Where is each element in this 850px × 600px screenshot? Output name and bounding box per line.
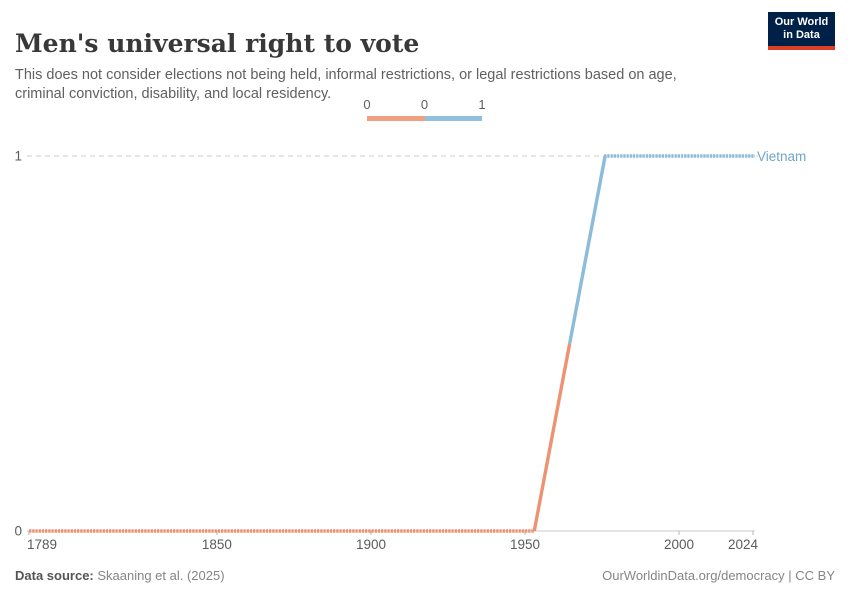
y-tick-label: 0 — [14, 524, 22, 539]
owid-logo-line1: Our World — [774, 16, 829, 28]
series-label-vietnam[interactable]: Vietnam — [757, 149, 807, 164]
y-tick-label: 1 — [14, 149, 22, 164]
legend-swatch-zero — [367, 116, 425, 121]
color-legend: 0 0 1 — [363, 97, 486, 123]
x-tick-label: 2000 — [664, 537, 694, 552]
license-link[interactable]: OurWorldinData.org/democracy | CC BY — [602, 568, 835, 583]
legend-tick-label: 0 — [363, 97, 371, 112]
chart-subtitle: This does not consider elections not bei… — [15, 66, 677, 102]
page-title: Men's universal right to vote — [15, 28, 420, 58]
x-tick-label: 1950 — [510, 537, 540, 552]
owid-logo: Our World in Data — [768, 12, 835, 50]
color-legend-labels: 0 0 1 — [363, 97, 486, 112]
data-source-label: Data source: — [15, 568, 94, 583]
x-tick-label: 2024 — [728, 537, 759, 552]
legend-tick-label: 0 — [420, 97, 429, 112]
legend-tick-label: 1 — [478, 97, 486, 112]
color-legend-bars — [367, 116, 482, 121]
series-line-segment[interactable] — [532, 343, 572, 532]
owid-logo-line2: in Data — [783, 29, 820, 41]
legend-swatch-one — [424, 116, 482, 121]
x-tick-label: 1850 — [202, 537, 232, 552]
data-source-note: Data source: Skaaning et al. (2025) — [15, 568, 225, 583]
x-tick-label: 1900 — [356, 537, 386, 552]
chart-footer: Data source: Skaaning et al. (2025) OurW… — [15, 568, 835, 583]
data-source-value: Skaaning et al. (2025) — [93, 568, 225, 583]
x-tick-label: 1789 — [27, 537, 57, 552]
series-line-segment[interactable] — [568, 155, 607, 344]
